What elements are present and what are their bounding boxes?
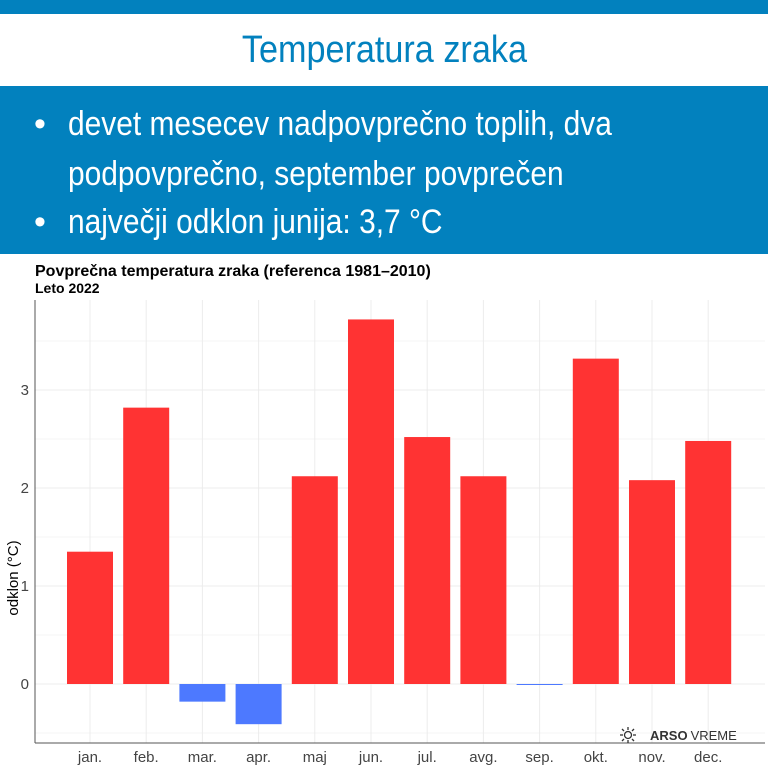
x-tick-label: maj [303,749,327,766]
bar-jun [348,319,394,684]
bar-dec [685,440,732,684]
y-axis-label: odklon (°C) [5,540,22,615]
x-tick-label: feb. [134,749,159,766]
bar-jan [67,551,113,684]
chart-subtitle: Leto 2022 [35,280,100,296]
sun-icon [620,727,636,743]
x-tick-label: jan. [77,749,102,766]
bullet-icon: • [34,105,46,143]
x-tick-label: mar. [188,749,217,766]
bar-nov [629,480,675,684]
bar-maj [291,476,338,684]
bar-feb [123,407,170,684]
summary-band: • devet mesecev nadpovprečno toplih, dva… [0,86,768,254]
bullet-text: devet mesecev nadpovprečno toplih, dva [68,105,612,143]
x-tick-label: okt. [584,749,608,766]
y-tick-label: 2 [21,480,29,497]
x-tick-label: dec. [694,749,722,766]
bullet-text: največji odklon junija: 3,7 °C [68,203,443,241]
x-tick-label: jul. [417,749,437,766]
x-tick-label: apr. [246,749,271,766]
top-bar [0,0,768,14]
bullet-text: podpovprečno, september povprečen [68,155,564,193]
bullet-icon: • [34,203,46,241]
bar-mar [179,684,226,702]
x-tick-label: avg. [469,749,497,766]
page-title: Temperatura zraka [241,28,527,71]
x-tick-label: nov. [638,749,665,766]
bar-chart: Povprečna temperatura zraka (referenca 1… [5,263,765,766]
y-tick-label: 1 [21,578,29,595]
x-tick-label: sep. [525,749,553,766]
chart-title: Povprečna temperatura zraka (referenca 1… [35,263,431,280]
bar-okt [572,358,619,684]
y-tick-label: 0 [21,676,29,693]
x-tick-label: jun. [358,749,383,766]
bar-sep [516,684,563,685]
y-tick-label: 3 [21,382,29,399]
bar-jul [404,437,451,684]
bar-apr [235,684,282,725]
arso-logo: ARSO VREME [620,727,737,743]
bar-avg [460,476,507,684]
